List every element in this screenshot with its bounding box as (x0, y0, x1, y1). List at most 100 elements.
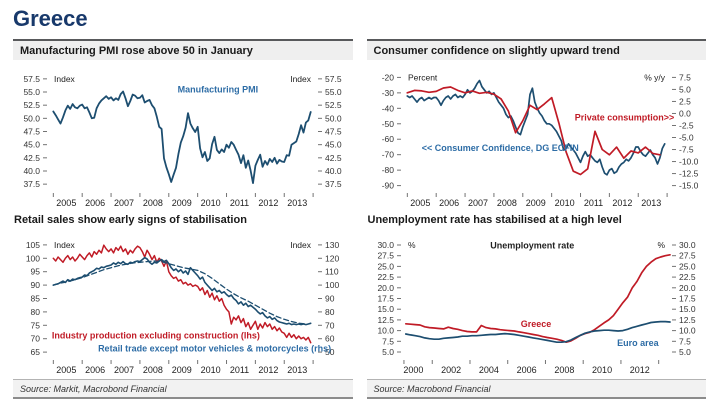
svg-text:-10.0: -10.0 (679, 157, 699, 167)
svg-text:37.5: 37.5 (325, 179, 342, 189)
svg-text:57.5: 57.5 (325, 74, 342, 84)
svg-text:Index: Index (290, 74, 312, 84)
svg-text:57.5: 57.5 (23, 74, 40, 84)
svg-text:95: 95 (31, 267, 41, 277)
svg-text:17.5: 17.5 (679, 294, 696, 304)
svg-text:<< Consumer Confidence, DG ECF: << Consumer Confidence, DG ECFIN (421, 143, 578, 153)
svg-text:0.0: 0.0 (679, 108, 691, 118)
svg-text:2009: 2009 (172, 198, 192, 208)
svg-text:47.5: 47.5 (325, 127, 342, 137)
retail-sales-chart: 105 100 95 90 85 80 75 70 65 130 120 110 100 90 80 70 60… (26, 240, 340, 375)
svg-text:5.0: 5.0 (679, 347, 691, 357)
svg-text:Index: Index (54, 74, 76, 84)
svg-text:2007: 2007 (114, 198, 134, 208)
svg-text:Unemployment rate: Unemployment rate (490, 240, 574, 250)
svg-text:2013: 2013 (287, 365, 307, 375)
svg-text:65: 65 (31, 347, 41, 357)
svg-text:2007: 2007 (468, 198, 488, 208)
svg-text:2012: 2012 (612, 198, 632, 208)
svg-text:-15.0: -15.0 (679, 181, 699, 191)
svg-text:-60: -60 (381, 134, 394, 144)
svg-text:-5.0: -5.0 (679, 133, 694, 143)
charts-grid: Manufacturing PMI rose above 50 in Janua… (13, 39, 706, 399)
svg-text:2008: 2008 (143, 365, 163, 375)
svg-text:30.0: 30.0 (679, 240, 696, 250)
svg-text:-20: -20 (381, 72, 394, 82)
svg-text:15.0: 15.0 (679, 304, 696, 314)
manufacturing-pmi-chart: 57.5 55.0 52.5 50.0 47.5 45.0 42.5 40.0 37.5 57.5… (23, 74, 342, 208)
svg-text:10.0: 10.0 (679, 326, 696, 336)
svg-text:10.0: 10.0 (377, 326, 394, 336)
svg-text:37.5: 37.5 (23, 179, 40, 189)
svg-text:2004: 2004 (478, 365, 498, 375)
svg-text:30.0: 30.0 (377, 240, 394, 250)
svg-text:-2.5: -2.5 (679, 120, 694, 130)
svg-text:5.0: 5.0 (382, 347, 394, 357)
svg-text:2008: 2008 (143, 198, 163, 208)
svg-text:2009: 2009 (525, 198, 545, 208)
svg-text:Private consumption>>: Private consumption>> (574, 113, 674, 123)
svg-text:40.0: 40.0 (23, 166, 40, 176)
svg-text:70: 70 (31, 334, 41, 344)
svg-text:7.5: 7.5 (679, 72, 691, 82)
svg-text:-7.5: -7.5 (679, 145, 694, 155)
svg-text:55.0: 55.0 (325, 87, 342, 97)
svg-text:110: 110 (325, 267, 339, 277)
svg-text:45.0: 45.0 (23, 140, 40, 150)
svg-text:25.0: 25.0 (377, 261, 394, 271)
svg-text:27.5: 27.5 (377, 251, 394, 261)
svg-text:90: 90 (325, 294, 335, 304)
svg-text:2010: 2010 (554, 198, 574, 208)
panel-title-consumer-confidence: Consumer confidence on slightly upward t… (366, 39, 706, 60)
svg-text:2006: 2006 (85, 365, 105, 375)
svg-text:15.0: 15.0 (377, 304, 394, 314)
svg-text:105: 105 (26, 240, 40, 250)
svg-text:2010: 2010 (592, 365, 612, 375)
svg-text:90: 90 (31, 280, 41, 290)
svg-text:25.0: 25.0 (679, 261, 696, 271)
svg-text:2010: 2010 (201, 365, 221, 375)
svg-text:2011: 2011 (230, 365, 249, 375)
panel-title-retail-sales: Retail sales show early signs of stabili… (14, 214, 247, 226)
svg-text:2009: 2009 (172, 365, 192, 375)
svg-text:42.5: 42.5 (23, 153, 40, 163)
svg-text:-70: -70 (381, 150, 394, 160)
svg-text:17.5: 17.5 (377, 294, 394, 304)
svg-text:2008: 2008 (554, 365, 574, 375)
svg-text:2006: 2006 (516, 365, 536, 375)
svg-text:20.0: 20.0 (377, 283, 394, 293)
svg-text:12.5: 12.5 (377, 315, 394, 325)
unemployment-chart: 30.027.525.022.520.017.515.012.510.07.55… (377, 240, 696, 375)
svg-text:2006: 2006 (85, 198, 105, 208)
svg-text:80: 80 (31, 307, 41, 317)
svg-text:2.5: 2.5 (679, 96, 691, 106)
svg-text:60: 60 (325, 334, 335, 344)
right-column: Consumer confidence on slightly upward t… (366, 39, 706, 399)
svg-text:2007: 2007 (114, 365, 134, 375)
svg-text:12.5: 12.5 (679, 315, 696, 325)
svg-text:50.0: 50.0 (23, 113, 40, 123)
svg-text:20.0: 20.0 (679, 283, 696, 293)
svg-text:2011: 2011 (583, 198, 602, 208)
svg-text:%: % (657, 240, 665, 250)
svg-text:2005: 2005 (410, 198, 430, 208)
svg-text:85: 85 (31, 294, 41, 304)
svg-text:2013: 2013 (641, 198, 661, 208)
svg-text:2012: 2012 (258, 198, 278, 208)
svg-text:120: 120 (325, 253, 339, 263)
svg-text:2012: 2012 (629, 365, 649, 375)
page: Greece Manufacturing PMI rose above 50 i… (13, 6, 706, 399)
page-title: Greece (13, 6, 88, 31)
svg-text:-30: -30 (381, 88, 394, 98)
svg-text:2011: 2011 (230, 198, 249, 208)
svg-text:70: 70 (325, 320, 335, 330)
svg-text:Manufacturing PMI: Manufacturing PMI (178, 85, 259, 95)
svg-text:-40: -40 (381, 103, 394, 113)
svg-text:55.0: 55.0 (23, 87, 40, 97)
svg-text:Euro area: Euro area (617, 338, 660, 348)
svg-text:22.5: 22.5 (377, 272, 394, 282)
svg-text:130: 130 (325, 240, 339, 250)
svg-text:2012: 2012 (258, 365, 278, 375)
left-column: Manufacturing PMI rose above 50 in Janua… (13, 39, 353, 399)
svg-text:5.0: 5.0 (679, 84, 691, 94)
